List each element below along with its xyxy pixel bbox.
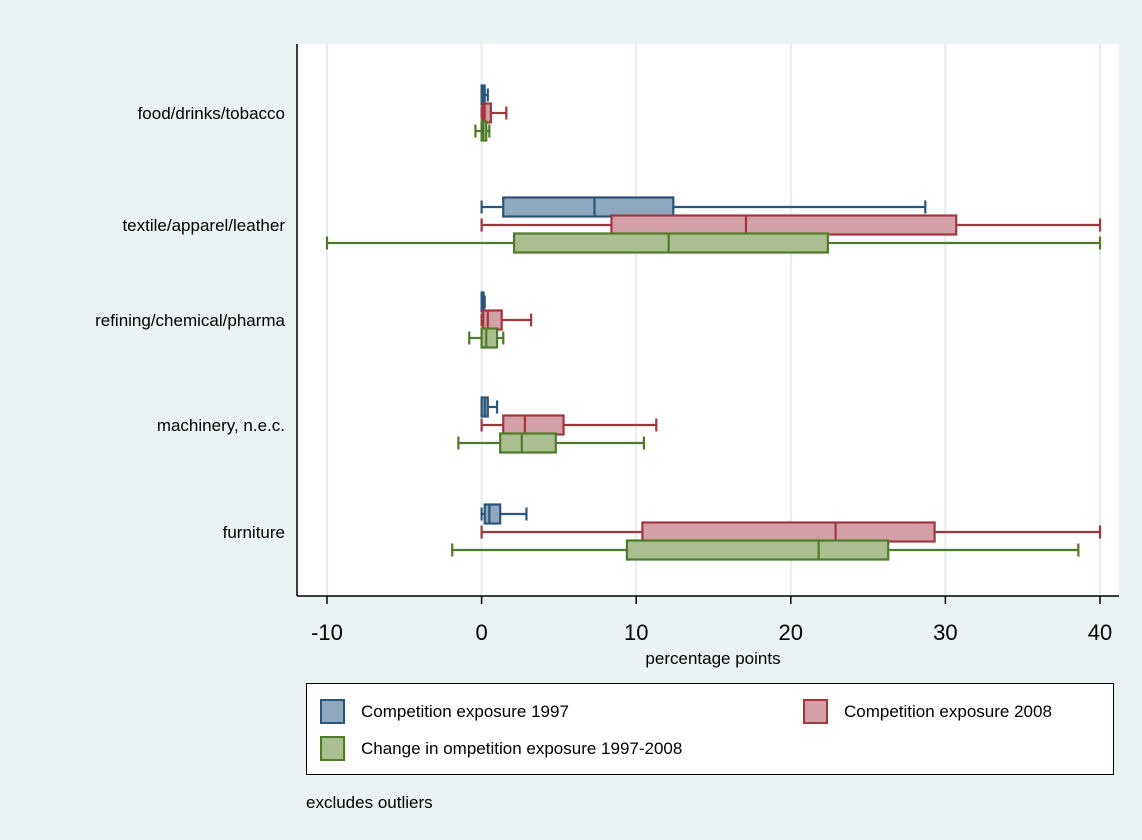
box-mark — [480, 196, 927, 218]
x-axis-label: percentage points — [645, 649, 780, 668]
legend: Competition exposure 1997 Competition ex… — [306, 683, 1114, 775]
legend-label-change: Change in ompetition exposure 1997-2008 — [361, 738, 683, 758]
iqr-box — [482, 309, 503, 331]
x-tick-label: 0 — [475, 620, 487, 645]
legend-item-2008: Competition exposure 2008 — [803, 699, 1052, 724]
x-tick-label: 40 — [1088, 620, 1112, 645]
iqr-box — [512, 232, 830, 254]
x-tick-label: 30 — [933, 620, 957, 645]
box-mark — [480, 291, 486, 313]
legend-item-change: Change in ompetition exposure 1997-2008 — [320, 736, 682, 761]
box-mark — [457, 432, 646, 454]
box-mark — [451, 539, 1080, 561]
category-label: machinery, n.e.c. — [157, 416, 285, 435]
category-label: refining/chemical/pharma — [95, 311, 285, 330]
legend-swatch-change — [320, 736, 345, 761]
box-mark — [480, 521, 1102, 543]
box-mark — [325, 232, 1102, 254]
x-axis-ticks: -10 0 10 20 30 40 — [311, 596, 1112, 645]
legend-item-1997: Competition exposure 1997 — [320, 699, 569, 724]
category-label: food/drinks/tobacco — [138, 104, 285, 123]
x-tick-label: -10 — [311, 620, 343, 645]
legend-swatch-1997 — [320, 699, 345, 724]
category-label: furniture — [223, 523, 285, 542]
plot-area — [297, 44, 1119, 596]
chart-note: excludes outliers — [306, 793, 433, 812]
category-label: textile/apparel/leather — [122, 216, 285, 235]
box-series — [325, 84, 1102, 561]
x-tick-label: 20 — [779, 620, 803, 645]
iqr-box — [480, 327, 499, 349]
box-mark — [480, 309, 533, 331]
iqr-box — [483, 503, 502, 525]
box-mark — [480, 503, 528, 525]
box-mark — [480, 214, 1102, 236]
iqr-box — [610, 214, 958, 236]
iqr-box — [625, 539, 890, 561]
legend-label-1997: Competition exposure 1997 — [361, 701, 569, 721]
legend-label-2008: Competition exposure 2008 — [844, 701, 1052, 721]
iqr-box — [641, 521, 936, 543]
category-labels: food/drinks/tobacco textile/apparel/leath… — [95, 104, 285, 542]
iqr-box — [499, 432, 557, 454]
x-tick-label: 10 — [624, 620, 648, 645]
box-mark — [468, 327, 505, 349]
legend-swatch-2008 — [803, 699, 828, 724]
iqr-box — [502, 196, 675, 218]
iqr-box — [502, 414, 565, 436]
box-mark — [474, 120, 491, 142]
gridlines — [326, 44, 1101, 596]
box-mark — [480, 396, 499, 418]
